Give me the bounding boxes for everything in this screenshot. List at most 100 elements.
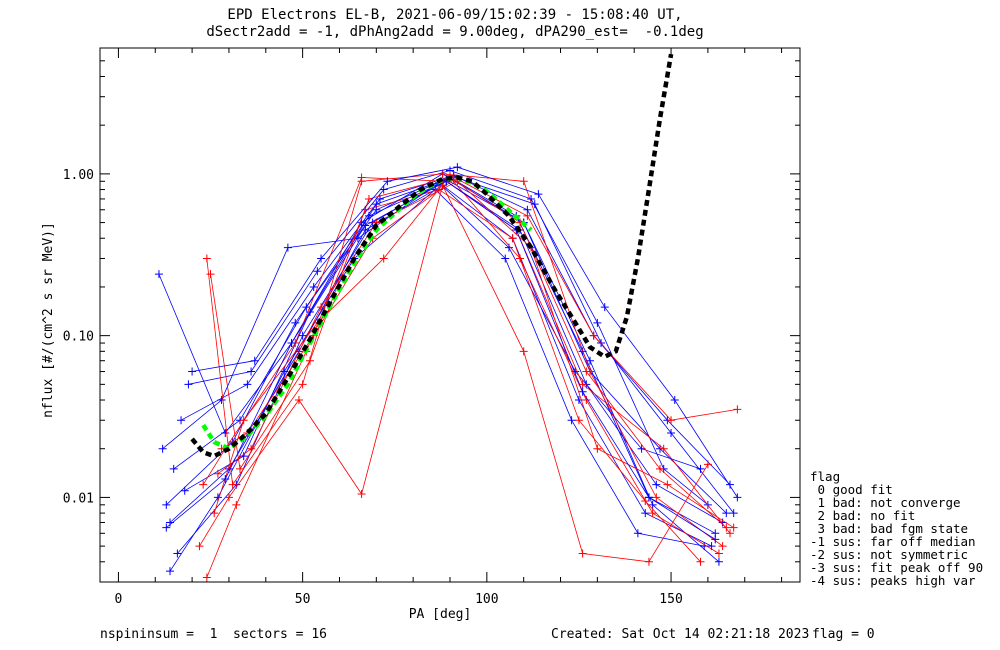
series-point-14-8 — [703, 460, 712, 469]
plot-frame — [99, 47, 801, 583]
legend-item: -4 sus: peaks high var — [810, 573, 976, 588]
series-point-15-1 — [247, 444, 256, 453]
series-point-16-1 — [232, 500, 241, 509]
series-point-14-6 — [578, 549, 587, 558]
series-line-4 — [169, 184, 712, 547]
series-point-13-1 — [239, 416, 248, 425]
series-point-16-5 — [508, 234, 517, 243]
series-point-19-7 — [644, 493, 653, 502]
series-line-7 — [162, 182, 701, 470]
series-line-13 — [213, 174, 738, 514]
legend-item: 0 good fit — [810, 482, 893, 497]
fit-line-1 — [190, 53, 674, 459]
series-point-16-6 — [574, 416, 583, 425]
series-point-19-0 — [162, 523, 171, 532]
legend-item: -1 sus: far off median — [810, 534, 976, 549]
x-tick-label-2: 100 — [475, 592, 498, 607]
series-point-15-8 — [729, 523, 738, 532]
series-point-9-6 — [567, 416, 576, 425]
series-point-0-0 — [154, 270, 163, 279]
series-point-1-0 — [169, 464, 178, 473]
x-axis-label: PA [deg] — [409, 607, 472, 622]
series-point-5-1 — [247, 367, 256, 376]
series-point-18-4 — [453, 163, 462, 172]
series-point-19-1 — [221, 474, 230, 483]
series-point-9-0 — [166, 567, 174, 576]
chart-title-line1: EPD Electrons EL-B, 2021-06-09/15:02:39 … — [227, 7, 683, 23]
series-point-7-0 — [158, 444, 167, 453]
series-line-15 — [217, 180, 734, 529]
series-point-14-0 — [195, 542, 204, 551]
footer-nspin-info: nspininsum = 1 sectors = 16 — [100, 627, 327, 642]
series-point-12-7 — [659, 444, 668, 453]
series-point-16-0 — [202, 573, 211, 582]
series-point-13-0 — [210, 509, 219, 518]
series-line-8 — [184, 176, 735, 514]
series-point-11-7 — [648, 509, 657, 518]
series-point-12-8 — [726, 529, 734, 538]
series-point-13-5 — [523, 211, 532, 220]
flag-legend: flag 0 good fit 1 bad: not converge 2 ba… — [810, 470, 983, 587]
y-axis-label: nflux [#/(cm^2 s sr MeV)] — [41, 222, 56, 418]
series-line-2 — [166, 180, 723, 523]
series-point-18-8 — [733, 493, 742, 502]
series-point-4-7 — [641, 509, 650, 518]
series-point-2-2 — [291, 318, 300, 327]
series-point-14-1 — [224, 493, 233, 502]
series-point-6-8 — [714, 557, 723, 566]
series-point-15-0 — [213, 469, 222, 478]
y-tick-label-0: 0.01 — [63, 491, 94, 506]
legend-title: flag — [810, 469, 841, 484]
series-point-6-7 — [648, 500, 657, 509]
footer-created: Created: Sat Oct 14 02:21:18 2023 — [551, 627, 810, 642]
series-point-2-7 — [652, 480, 661, 489]
series-point-8-7 — [667, 429, 676, 438]
chart-title-line2: dSectr2add = -1, dPhAng2add = 9.00deg, d… — [206, 24, 704, 40]
series-point-18-7 — [670, 396, 679, 405]
footer-flag: flag = 0 — [812, 627, 875, 642]
series-point-10-0 — [202, 254, 211, 263]
series-point-10-8 — [718, 542, 727, 551]
series-point-14-2 — [294, 396, 303, 405]
series-point-18-1 — [250, 356, 259, 365]
series-point-14-3 — [357, 489, 366, 498]
series-point-9-1 — [213, 493, 222, 502]
series-point-16-4 — [434, 185, 443, 194]
series-point-13-7 — [667, 416, 676, 425]
series-point-13-8 — [733, 405, 742, 414]
series-point-6-0 — [173, 549, 182, 558]
series-point-19-8 — [711, 535, 720, 544]
legend-item: 1 bad: not converge — [810, 495, 961, 510]
series-point-16-8 — [696, 557, 705, 566]
series-point-3-1 — [243, 380, 252, 389]
series-point-7-8 — [696, 464, 705, 473]
series-line-5 — [188, 170, 709, 506]
series-point-0-8 — [722, 509, 731, 518]
series-line-3 — [180, 174, 731, 485]
series-point-5-0 — [184, 380, 193, 389]
series-point-15-6 — [593, 444, 602, 453]
series-point-13-6 — [589, 331, 598, 340]
series-point-6-2 — [298, 331, 307, 340]
series-line-1 — [173, 177, 716, 534]
legend-item: 3 bad: bad fgm state — [810, 521, 969, 536]
series-point-19-3 — [361, 221, 370, 230]
series-point-9-7 — [633, 529, 642, 538]
series-point-11-2 — [306, 356, 314, 365]
series-point-10-4 — [438, 169, 447, 178]
series-point-18-3 — [383, 177, 392, 186]
series-point-14-5 — [519, 347, 528, 356]
series-point-11-0 — [206, 270, 215, 279]
series-point-10-5 — [519, 177, 528, 186]
series-point-18-2 — [317, 254, 326, 263]
series-point-15-7 — [663, 480, 672, 489]
x-tick-label-1: 50 — [295, 592, 311, 607]
series-point-11-1 — [236, 464, 244, 473]
series-point-18-6 — [600, 303, 609, 312]
series-point-5-6 — [593, 318, 602, 327]
series-point-12-3 — [357, 173, 366, 182]
series-point-7-2 — [283, 243, 292, 252]
series-point-9-5 — [501, 254, 510, 263]
legend-item: 2 bad: no fit — [810, 508, 916, 523]
